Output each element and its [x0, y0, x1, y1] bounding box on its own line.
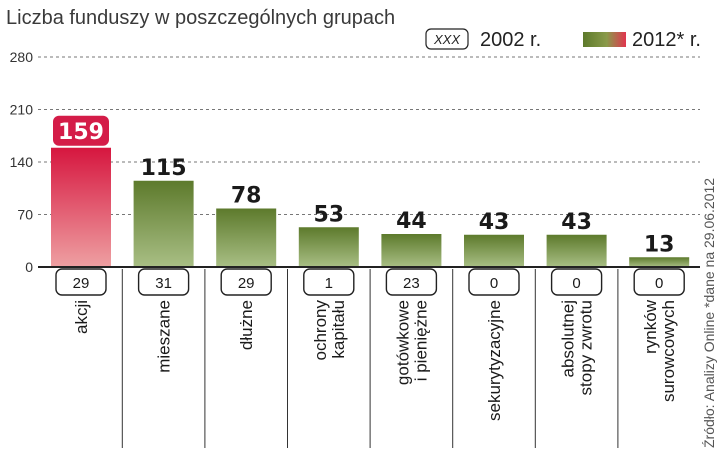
old-value-label: 0 — [572, 275, 580, 292]
category-label: absolutnej — [559, 300, 578, 378]
legend-2002-swatch-text: XXX — [433, 32, 461, 47]
legend-2012-label: 2012* r. — [632, 29, 701, 51]
old-value-label: 31 — [155, 275, 172, 292]
category-label: rynków — [641, 299, 660, 354]
legend-2002-label: 2002 r. — [480, 29, 541, 51]
bar-value-label: 44 — [396, 209, 427, 234]
old-value-label: 1 — [325, 275, 333, 292]
category-label: kapitału — [329, 300, 348, 359]
old-value-label: 29 — [238, 275, 255, 292]
bar — [381, 234, 442, 267]
old-value-box — [385, 268, 438, 296]
old-value-box — [55, 268, 107, 296]
category-label: gotówkowe — [393, 300, 412, 385]
old-value-box — [303, 268, 355, 296]
bar — [546, 234, 607, 267]
old-value-box — [220, 268, 272, 296]
y-tick-label: 210 — [10, 102, 34, 118]
old-value-label: 29 — [73, 275, 90, 292]
bar-value-label: 13 — [644, 232, 675, 257]
bar-value-label: 43 — [561, 210, 592, 235]
source-note: Źródło: Analizy Online *dane na 29.06.20… — [701, 178, 717, 448]
y-tick-label: 140 — [10, 154, 34, 170]
bar — [298, 227, 359, 267]
bar-value-label: 115 — [141, 156, 187, 181]
category-label: sekurytyzacyjne — [485, 300, 504, 421]
old-value-box — [550, 268, 603, 296]
old-value-box — [633, 268, 685, 296]
y-tick-label: 280 — [10, 49, 34, 65]
y-tick-label: 0 — [25, 259, 33, 275]
bar — [133, 180, 194, 267]
old-value-label: 23 — [403, 275, 420, 292]
bar — [216, 208, 277, 267]
y-tick-label: 70 — [17, 207, 33, 223]
bar — [51, 147, 111, 267]
bar-value-label: 53 — [313, 202, 344, 227]
category-label: stopy zwrotu — [577, 300, 596, 395]
old-value-label: 0 — [655, 275, 663, 292]
category-label: ochrony — [311, 300, 330, 361]
legend-2012-swatch — [583, 32, 626, 47]
gridlines: 0 70 140 210 280 — [10, 49, 700, 275]
bar — [464, 234, 524, 267]
bar — [629, 257, 690, 267]
bar-value-label: 159 — [58, 120, 104, 145]
bar-value-label: 43 — [479, 210, 510, 235]
category-labels: 29 akcji 31 mieszane 29 dłużne 1 ochrony kapitał… — [55, 268, 685, 448]
chart-title: Liczba funduszy w poszczególnych grupach — [6, 7, 395, 29]
category-label: mieszane — [155, 300, 174, 373]
category-label: surowcowych — [659, 300, 678, 402]
legend-2002-swatch — [425, 28, 469, 50]
old-value-box — [137, 268, 190, 296]
old-value-box — [468, 268, 520, 296]
bar-value-label: 78 — [231, 184, 262, 209]
legend: XXX 2002 r. 2012* r. — [425, 28, 701, 51]
bars: 159 115 78 53 44 43 43 13 — [38, 115, 700, 268]
old-value-label: 0 — [490, 275, 498, 292]
category-label: dłużne — [237, 300, 256, 350]
category-label: i pieniężne — [411, 300, 430, 381]
category-label: akcji — [72, 300, 91, 334]
highlight-label-bg — [53, 115, 109, 146]
